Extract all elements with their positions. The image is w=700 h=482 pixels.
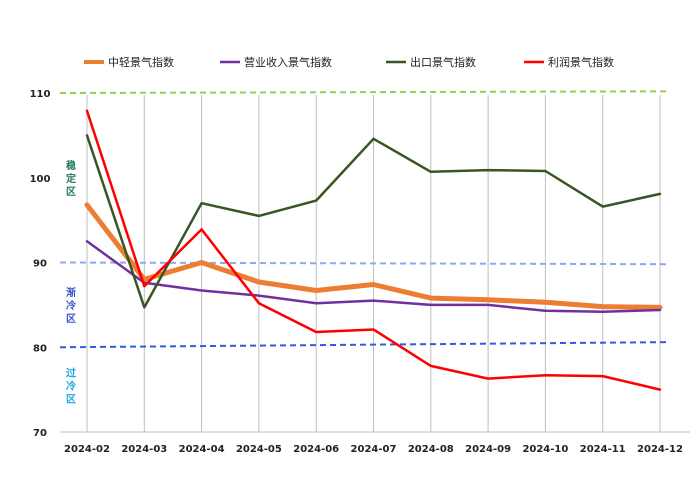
y-tick-label: 70 xyxy=(33,428,47,439)
zone-label: 过冷区 xyxy=(66,366,76,405)
legend-label-3: 出口景气指数 xyxy=(410,55,476,69)
series-line-4 xyxy=(85,109,662,391)
x-tick-label: 2024-08 xyxy=(408,444,454,455)
zone-label: 稳定区 xyxy=(66,159,76,198)
legend: 中轻景气指数 营业收入景气指数 出口景气指数 利润景气指数 xyxy=(84,55,614,69)
legend-label-2: 营业收入景气指数 xyxy=(244,55,332,69)
y-axis-ticks: 110 100 90 80 70 xyxy=(30,89,51,439)
x-tick-label: 2024-09 xyxy=(465,444,511,455)
y-tick-label: 110 xyxy=(30,89,51,100)
reference-lines xyxy=(59,90,668,349)
x-tick-label: 2024-11 xyxy=(580,444,626,455)
series-lines xyxy=(84,109,663,391)
x-tick-label: 2024-12 xyxy=(637,444,683,455)
x-tick-label: 2024-05 xyxy=(236,444,282,455)
zone-label: 渐冷区 xyxy=(66,286,76,325)
legend-label-4: 利润景气指数 xyxy=(548,55,614,69)
x-tick-label: 2024-06 xyxy=(293,444,339,455)
legend-label-1: 中轻景气指数 xyxy=(108,55,174,69)
x-tick-label: 2024-07 xyxy=(351,444,397,455)
series-line-1 xyxy=(84,202,663,310)
x-axis-ticks: 2024-02 2024-03 2024-04 2024-05 2024-06 2024-… xyxy=(64,444,683,455)
x-tick-label: 2024-10 xyxy=(522,444,568,455)
x-tick-label: 2024-04 xyxy=(179,444,225,455)
y-tick-label: 90 xyxy=(33,259,47,270)
series-line-2 xyxy=(85,240,662,313)
reference-line-80 xyxy=(59,341,668,349)
y-tick-label: 80 xyxy=(33,343,47,354)
x-tick-label: 2024-02 xyxy=(64,444,110,455)
y-tick-label: 100 xyxy=(30,174,51,185)
reference-line-90 xyxy=(59,261,668,266)
reference-line-110 xyxy=(59,90,668,94)
series-line-3 xyxy=(85,134,662,309)
x-tick-label: 2024-03 xyxy=(121,444,167,455)
